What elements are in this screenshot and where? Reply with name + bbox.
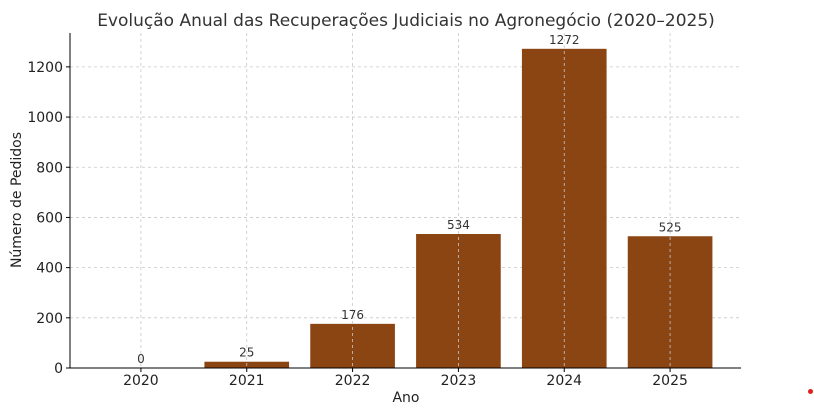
data-label: 25 [239,346,254,360]
y-axis-label: Número de Pedidos [9,132,25,268]
y-tick-label: 0 [54,361,63,377]
y-tick-label: 400 [36,261,63,277]
data-label: 176 [341,308,364,322]
data-label: 0 [137,352,145,366]
y-tick-label: 800 [36,160,63,176]
x-tick-label: 2020 [123,373,159,389]
y-tick-label: 600 [36,210,63,226]
x-tick-label: 2022 [335,373,371,389]
x-tick-label: 2023 [441,373,477,389]
axes [69,33,741,369]
data-labels: 0 25 176 534 1272 525 [137,33,681,366]
y-tick-label: 200 [36,311,63,327]
y-tick-label: 1000 [27,110,63,126]
bars [140,33,713,368]
y-tick-label: 1200 [27,60,63,76]
x-axis-label: Ano [392,390,419,406]
data-label: 525 [659,220,682,234]
x-tick-label: 2024 [546,373,582,389]
x-tick-label: 2025 [652,373,688,389]
data-label: 534 [447,218,470,232]
x-tick-label: 2021 [229,373,265,389]
data-label: 1272 [549,33,580,47]
chart-title: Evolução Anual das Recuperações Judiciai… [97,11,715,31]
red-dot-marker [808,389,813,394]
ticks: 0 200 400 600 800 1000 1200 2020 2021 2022 2023 202… [27,60,688,389]
